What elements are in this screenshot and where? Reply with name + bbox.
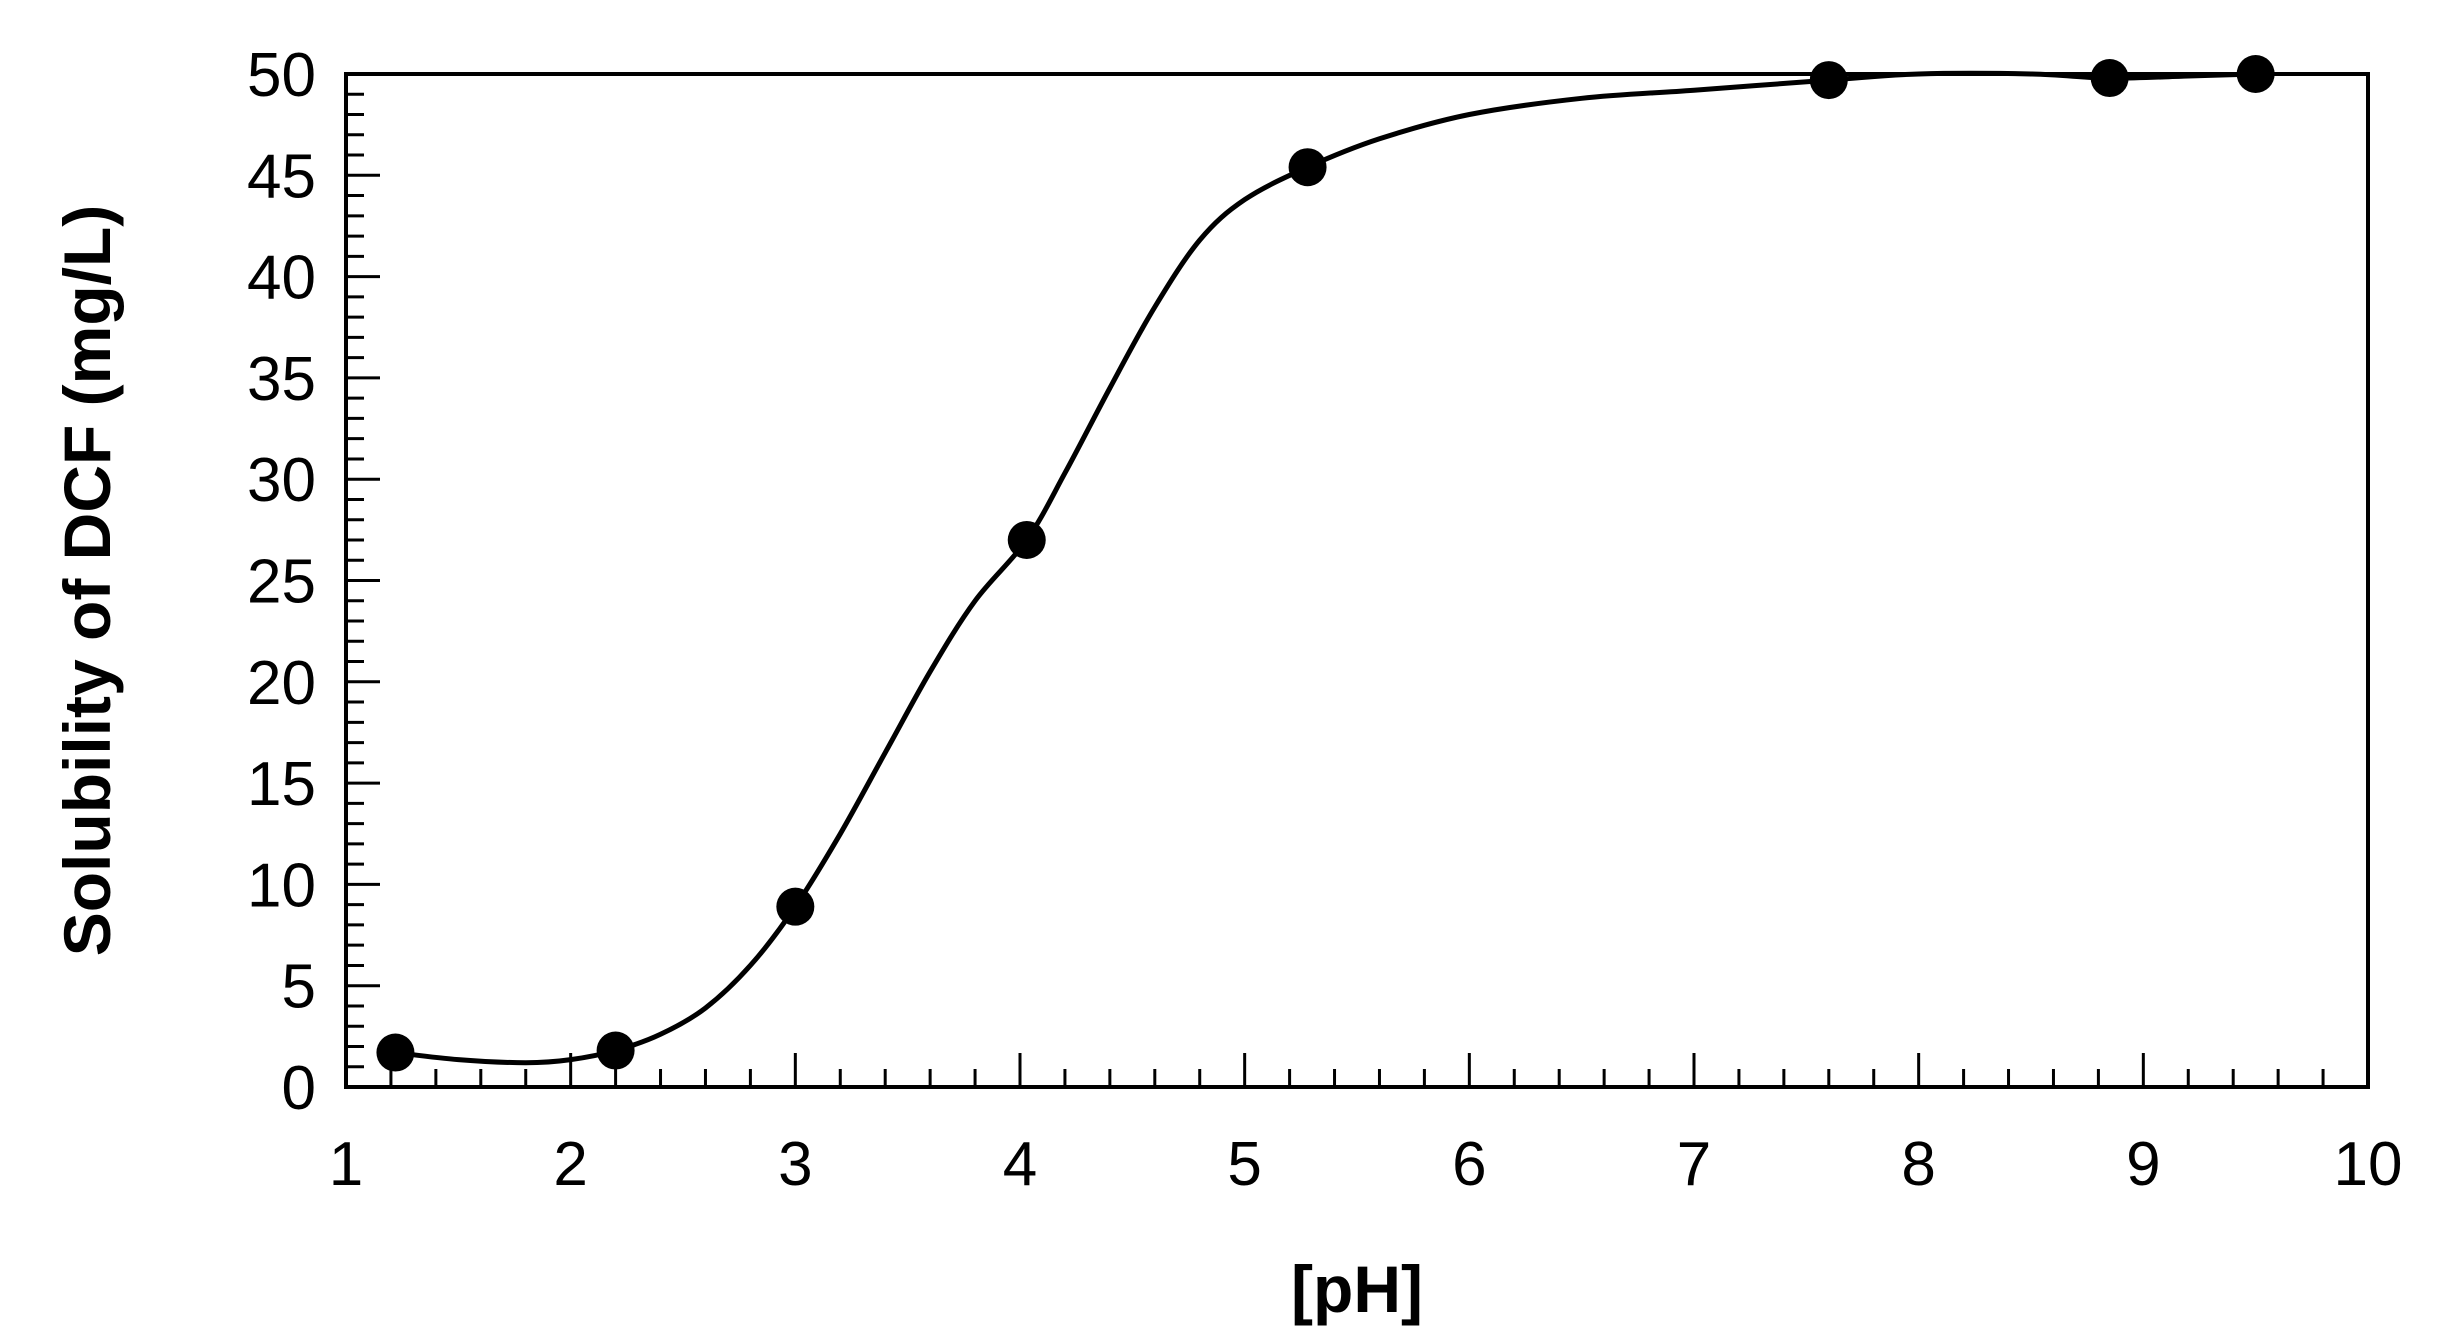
x-tick-label: 9 (2126, 1130, 2160, 1199)
data-point (2090, 59, 2129, 98)
x-tick-label: 3 (778, 1130, 812, 1199)
x-tick-label: 7 (1677, 1130, 1711, 1199)
x-tick-labels: 1 2 3 4 5 6 7 8 9 10 (329, 1130, 2403, 1199)
x-tick-label: 6 (1452, 1130, 1486, 1199)
y-tick-label: 45 (247, 142, 316, 211)
x-tick-label: 5 (1227, 1130, 1261, 1199)
y-tick-label: 10 (247, 851, 316, 920)
x-tick-label: 4 (1003, 1130, 1037, 1199)
y-tick-label: 40 (247, 244, 316, 313)
x-tick-label: 10 (2334, 1130, 2403, 1199)
y-tick-label: 15 (247, 750, 316, 819)
major-ticks (346, 173, 2145, 1087)
y-tick-label: 50 (247, 41, 316, 110)
plot-area-frame (344, 72, 2370, 1089)
y-tick-label: 30 (247, 446, 316, 515)
y-tick-label: 20 (247, 649, 316, 718)
x-tick-label: 2 (553, 1130, 587, 1199)
fit-curve (395, 70, 2256, 1066)
minor-ticks (346, 92, 2325, 1087)
data-points (376, 55, 2275, 1072)
y-tick-label: 0 (282, 1054, 316, 1123)
x-tick-label: 1 (329, 1130, 363, 1199)
data-point (776, 887, 815, 926)
data-point (1809, 61, 1848, 100)
data-point (1007, 520, 1046, 559)
y-tick-label: 35 (247, 345, 316, 414)
y-tick-label: 25 (247, 548, 316, 617)
data-point (1288, 148, 1327, 187)
data-point (376, 1033, 415, 1072)
y-tick-label: 5 (282, 953, 316, 1022)
x-tick-label: 8 (1901, 1130, 1935, 1199)
y-axis-title: Solubility of DCF (mg/L) (50, 205, 124, 957)
x-axis-title: [pH] (1291, 1252, 1423, 1326)
data-point (596, 1031, 635, 1070)
y-tick-labels: 0 5 10 15 20 25 30 35 40 45 50 (247, 41, 316, 1123)
